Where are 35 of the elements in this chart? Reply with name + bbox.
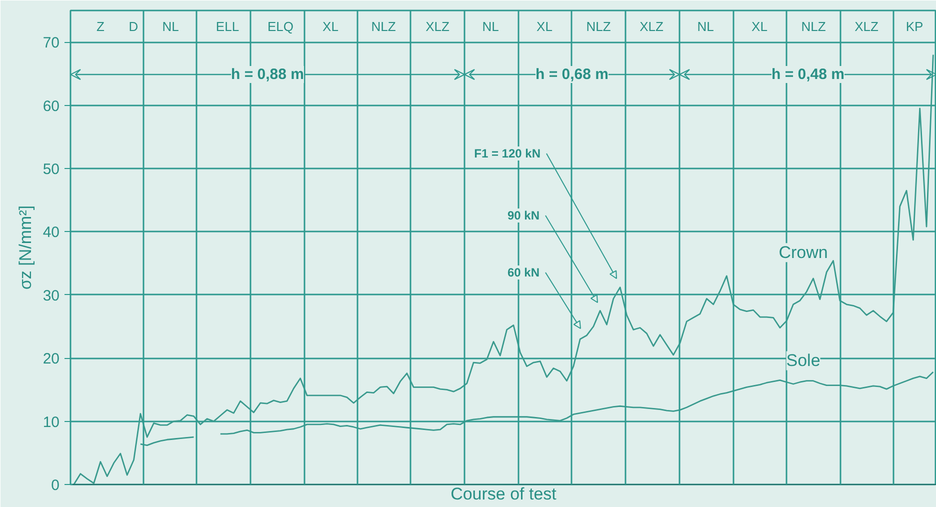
y-axis-title: σz [N/mm²] bbox=[16, 205, 35, 290]
annotation: XLZ bbox=[426, 18, 450, 34]
annotation: XLZ bbox=[854, 18, 878, 34]
annotation: D bbox=[128, 18, 138, 34]
annotation: 60 kN bbox=[507, 266, 540, 280]
annotation: ELQ bbox=[267, 18, 294, 34]
annotation: NL bbox=[162, 18, 179, 34]
series-label: Sole bbox=[786, 351, 820, 370]
annotation: XL bbox=[322, 18, 338, 34]
y-tick-label: 60 bbox=[42, 98, 60, 115]
annotation: KP bbox=[906, 18, 924, 34]
annotation: XLZ bbox=[640, 18, 664, 34]
annotation: NLZ bbox=[586, 18, 611, 34]
y-tick-label: 50 bbox=[42, 161, 60, 178]
annotation: Z bbox=[96, 18, 105, 34]
annotation: NL bbox=[482, 18, 499, 34]
annotation: XL bbox=[536, 18, 552, 34]
annotation: XL bbox=[752, 18, 768, 34]
y-tick-label: 30 bbox=[42, 287, 60, 304]
y-tick-label: 70 bbox=[42, 34, 60, 52]
y-tick-label: 0 bbox=[51, 477, 60, 494]
x-axis-title: Course of test bbox=[450, 484, 557, 504]
y-tick-label: 20 bbox=[42, 350, 60, 368]
annotation: h = 0,88 m bbox=[231, 66, 304, 83]
annotation: NLZ bbox=[801, 18, 826, 34]
y-tick-label: 40 bbox=[42, 224, 60, 242]
annotation: ELL bbox=[216, 18, 240, 34]
annotation: NL bbox=[697, 18, 714, 34]
annotation: F1 = 120 kN bbox=[474, 146, 540, 160]
series-label: Crown bbox=[778, 243, 828, 262]
annotation: 90 kN bbox=[507, 208, 540, 222]
y-tick-label: 10 bbox=[42, 414, 60, 431]
annotation: h = 0,68 m bbox=[536, 66, 608, 83]
annotation: NLZ bbox=[371, 18, 396, 34]
annotation: h = 0,48 m bbox=[772, 66, 844, 83]
